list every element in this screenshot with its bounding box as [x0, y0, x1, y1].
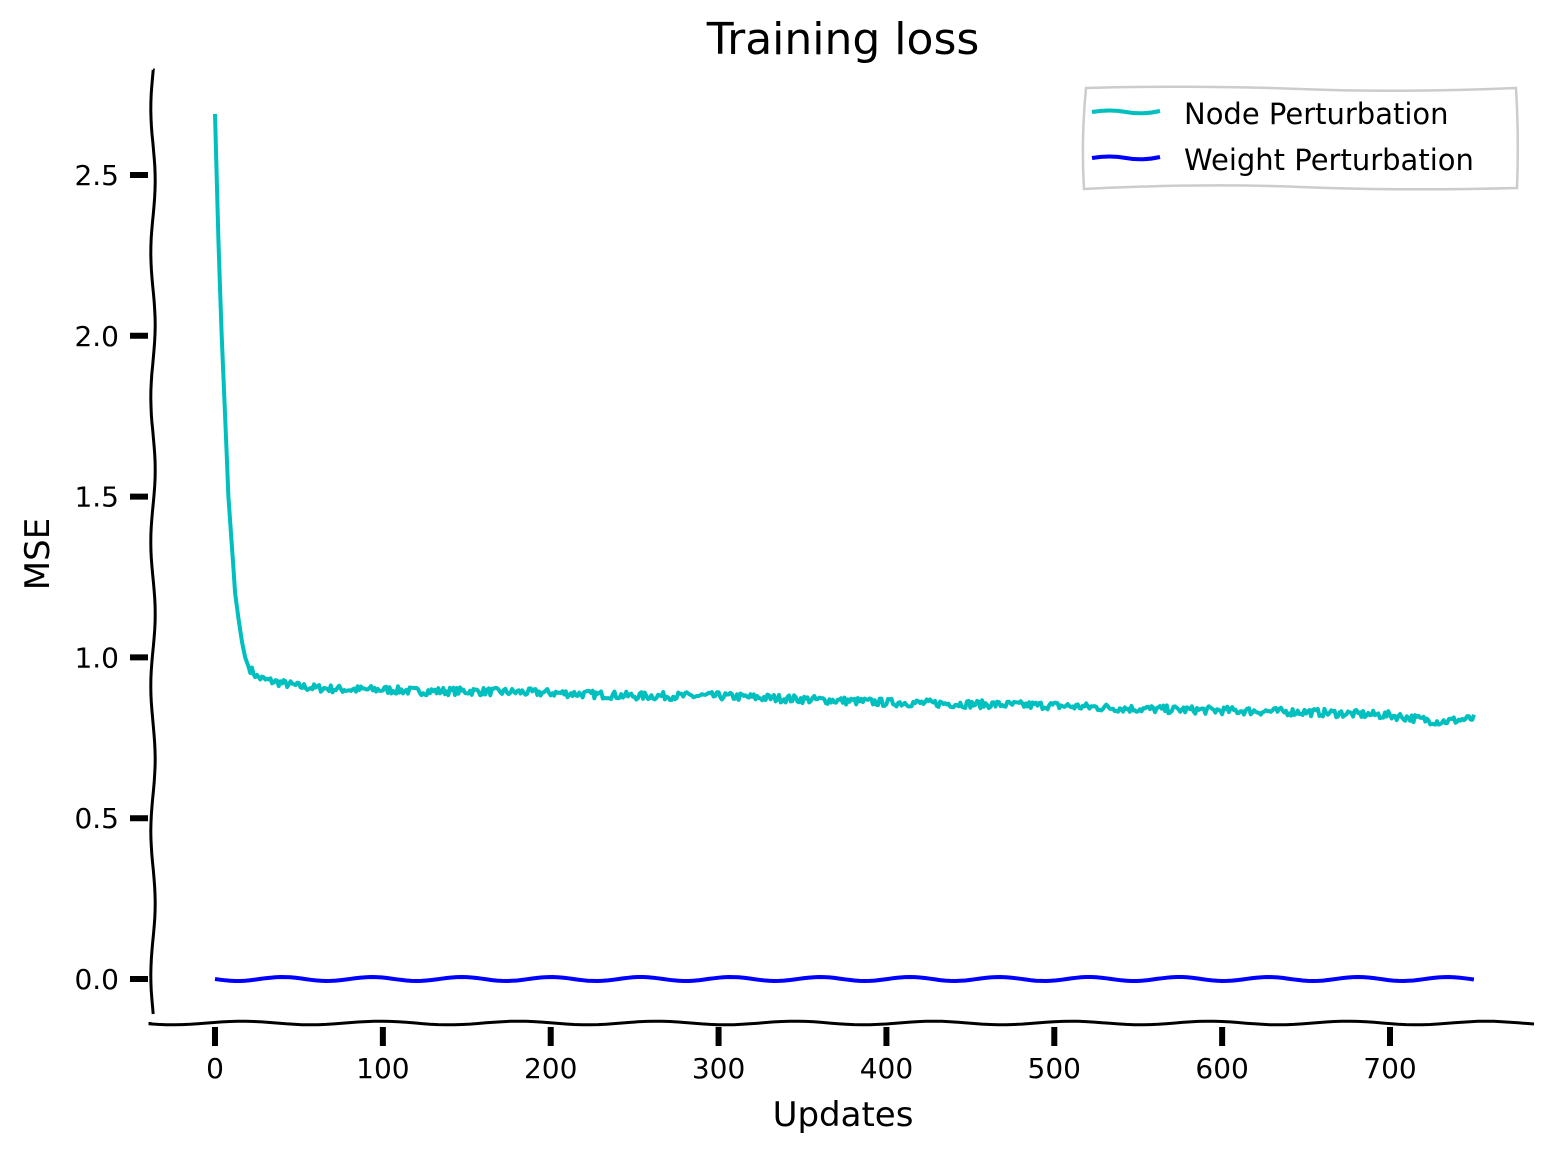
- x-tick-label: 400: [860, 1052, 913, 1085]
- y-axis-spine: [149, 68, 157, 1015]
- x-tick-label: 500: [1028, 1052, 1081, 1085]
- x-tick-label: 600: [1195, 1052, 1248, 1085]
- x-tick-label: 200: [524, 1052, 577, 1085]
- x-tick-label: 0: [206, 1052, 224, 1085]
- legend-swatch-weight-perturbation: [1091, 154, 1161, 162]
- y-tick-label: 1.5: [74, 481, 119, 514]
- ticks: 0.0 0.5 1.0 1.5 2.0 2.5 0 100 200 300 400 500 600 700: [74, 159, 1416, 1085]
- x-axis-spine: [148, 1019, 1535, 1027]
- legend-frame: [1081, 85, 1520, 191]
- y-tick-label: 2.5: [74, 159, 119, 192]
- legend-label-node-perturbation: Node Perturbation: [1184, 97, 1449, 131]
- y-tick-label: 1.0: [74, 641, 119, 674]
- legend-swatch-node-perturbation: [1091, 108, 1161, 116]
- series-line-node-perturbation: [213, 113, 1476, 727]
- x-tick-label: 300: [692, 1052, 745, 1085]
- x-tick-label: 100: [356, 1052, 409, 1085]
- y-tick-label: 2.0: [74, 320, 119, 353]
- chart-title: Training loss: [706, 14, 980, 65]
- y-tick-label: 0.5: [74, 802, 119, 835]
- series-lines: [213, 113, 1476, 983]
- x-axis-label: Updates: [773, 1095, 914, 1135]
- legend: Node Perturbation Weight Perturbation: [1081, 85, 1520, 191]
- y-tick-label: 0.0: [74, 963, 119, 996]
- y-axis-label: MSE: [18, 518, 58, 590]
- axes: [148, 68, 1535, 1027]
- series-line-weight-perturbation: [214, 975, 1475, 983]
- x-tick-label: 700: [1363, 1052, 1416, 1085]
- legend-label-weight-perturbation: Weight Perturbation: [1184, 143, 1474, 177]
